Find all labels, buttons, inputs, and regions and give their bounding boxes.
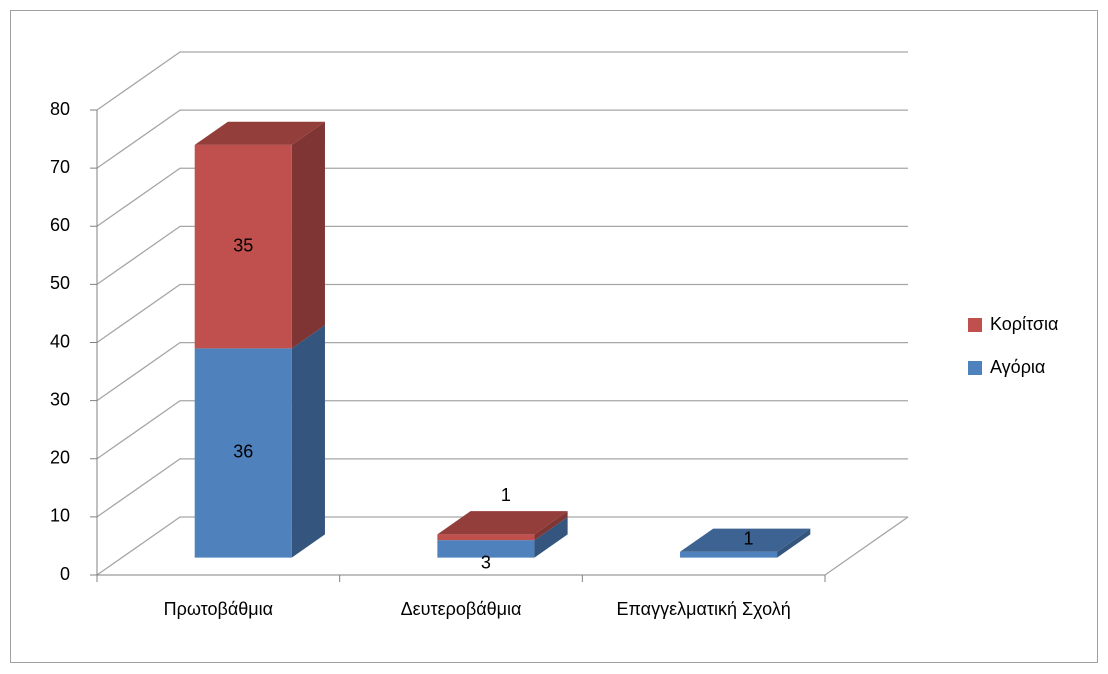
grid-line xyxy=(96,341,908,402)
grid-line xyxy=(96,283,908,344)
legend-swatch xyxy=(968,318,982,332)
y-tick-label: 70 xyxy=(50,157,70,177)
value-label: 35 xyxy=(233,235,253,255)
y-tick-label: 60 xyxy=(50,215,70,235)
bar-top xyxy=(194,121,325,145)
bar-side xyxy=(534,511,568,541)
bar-front xyxy=(194,144,292,349)
bar-side xyxy=(534,516,568,558)
bar-top xyxy=(680,528,811,552)
bar-side xyxy=(291,121,325,349)
bar-front xyxy=(437,534,535,541)
value-label: 3 xyxy=(481,552,491,572)
x-tick-label: Δευτεροβάθμια xyxy=(400,599,522,619)
x-tick-label: Επαγγελματική Σχολή xyxy=(616,599,791,619)
y-tick-label: 0 xyxy=(60,564,70,584)
legend-label: Κορίτσια xyxy=(990,314,1058,334)
grid-line xyxy=(96,458,908,518)
y-tick-label: 80 xyxy=(50,99,70,119)
y-tick-label: 50 xyxy=(50,273,70,293)
y-tick-label: 30 xyxy=(50,389,70,409)
grid-line xyxy=(96,225,908,285)
y-tick-label: 20 xyxy=(50,448,70,468)
chart-border xyxy=(10,10,1098,663)
grid-line xyxy=(96,109,908,169)
bar-side xyxy=(291,325,325,558)
x-tick-label: Πρωτοβάθμια xyxy=(163,599,274,619)
bar-front xyxy=(680,551,778,558)
grid-line xyxy=(96,400,908,460)
bar-front xyxy=(194,348,292,558)
y-tick-label: 10 xyxy=(50,506,70,526)
grid-line xyxy=(96,51,908,111)
value-label: 1 xyxy=(744,529,754,549)
value-label: 1 xyxy=(501,485,511,505)
floor-edge xyxy=(824,516,909,576)
bar-side xyxy=(777,528,811,558)
grid-line xyxy=(96,516,908,576)
bar-front xyxy=(437,540,535,558)
legend-swatch xyxy=(968,361,982,375)
legend-label: Αγόρια xyxy=(990,357,1045,377)
value-label: 36 xyxy=(233,442,253,462)
y-tick-label: 40 xyxy=(50,331,70,351)
bar-top xyxy=(437,511,568,535)
grid-line xyxy=(96,167,908,227)
